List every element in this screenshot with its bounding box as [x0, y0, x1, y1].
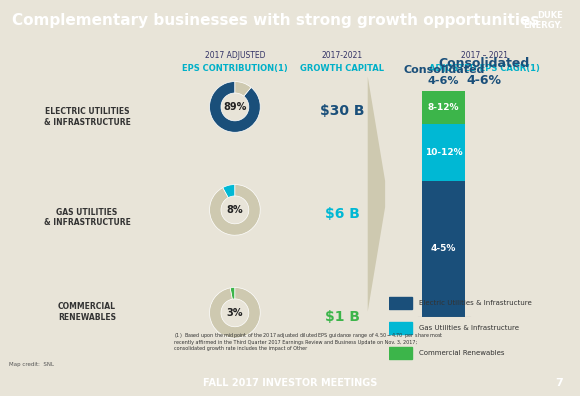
Bar	[389, 297, 412, 309]
Text: 4-6%: 4-6%	[467, 74, 502, 87]
Text: 2017 ADJUSTED: 2017 ADJUSTED	[205, 51, 265, 60]
Text: 10-12%: 10-12%	[425, 148, 462, 157]
Text: 89%: 89%	[223, 102, 246, 112]
Text: Map credit:  SNL: Map credit: SNL	[9, 362, 54, 367]
Text: GAS UTILITIES
& INFRASTRUCTURE: GAS UTILITIES & INFRASTRUCTURE	[44, 208, 130, 227]
Text: $1 B: $1 B	[325, 310, 360, 324]
Bar	[389, 346, 412, 359]
Text: COMMERCIAL
RENEWABLES: COMMERCIAL RENEWABLES	[58, 302, 116, 322]
Text: Commercial Renewables: Commercial Renewables	[419, 350, 505, 356]
Text: $30 B: $30 B	[320, 104, 364, 118]
Text: GROWTH CAPITAL: GROWTH CAPITAL	[300, 64, 384, 72]
Text: Consolidated: Consolidated	[403, 65, 484, 75]
Bar	[422, 91, 465, 124]
Text: 2017-2021: 2017-2021	[322, 51, 362, 60]
Text: 8-12%: 8-12%	[428, 103, 459, 112]
Text: 2017 – 2021: 2017 – 2021	[461, 51, 508, 60]
Text: DUKE
ENERGY.: DUKE ENERGY.	[523, 11, 563, 30]
Text: Consolidated: Consolidated	[438, 57, 530, 70]
Text: Electric Utilities & Infrastructure: Electric Utilities & Infrastructure	[419, 300, 532, 306]
Bar	[422, 181, 465, 317]
Text: (1)  Based upon the midpoint of the 2017 adjusted diluted EPS guidance range of : (1) Based upon the midpoint of the 2017 …	[174, 331, 444, 351]
Wedge shape	[235, 82, 251, 96]
Text: FALL 2017 INVESTOR MEETINGS: FALL 2017 INVESTOR MEETINGS	[203, 378, 377, 388]
Text: ELECTRIC UTILITIES
& INFRASTRUCTURE: ELECTRIC UTILITIES & INFRASTRUCTURE	[44, 107, 130, 127]
Text: 4-6%: 4-6%	[428, 76, 459, 86]
Wedge shape	[230, 287, 235, 299]
Text: $6 B: $6 B	[325, 207, 360, 221]
Text: ADJUSTED EPS CAGR(1): ADJUSTED EPS CAGR(1)	[429, 64, 540, 72]
Text: Gas Utilities & Infrastructure: Gas Utilities & Infrastructure	[419, 325, 519, 331]
Wedge shape	[209, 82, 260, 132]
Text: 4-5%: 4-5%	[431, 244, 456, 253]
Text: Complementary businesses with strong growth opportunities: Complementary businesses with strong gro…	[12, 13, 539, 28]
Wedge shape	[223, 185, 235, 198]
Text: 3%: 3%	[227, 308, 243, 318]
Text: EPS CONTRIBUTION(1): EPS CONTRIBUTION(1)	[182, 64, 288, 72]
Wedge shape	[209, 185, 260, 235]
Bar	[389, 322, 412, 334]
Text: 8%: 8%	[227, 205, 243, 215]
Polygon shape	[368, 76, 385, 312]
Text: 7: 7	[555, 378, 563, 388]
Wedge shape	[209, 287, 260, 338]
Bar	[422, 124, 465, 181]
